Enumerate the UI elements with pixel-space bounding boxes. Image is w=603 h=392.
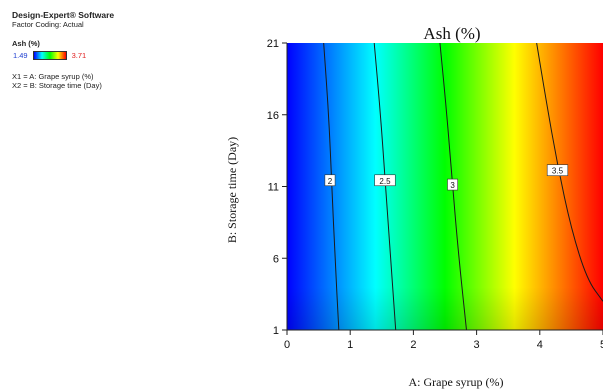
contour-label-box (447, 178, 458, 191)
y-tick-label: 21 (267, 38, 279, 50)
x-tick-label: 3 (474, 339, 480, 351)
legend-max-value: 3.71 (71, 51, 87, 60)
legend-min-value: 1.49 (13, 51, 28, 60)
legend-color-bar (32, 51, 67, 60)
y-tick-label: 16 (267, 110, 279, 122)
factor-x1: X1 = A: Grape syrup (%) (12, 72, 94, 81)
response-name: Ash (%) (12, 39, 40, 48)
contour-label-box (324, 174, 336, 187)
contour-label-box (374, 174, 396, 187)
contour-label: 3.5 (552, 167, 564, 176)
color-legend: 1.49 3.71 (12, 51, 114, 60)
axes: 16111621012345 (267, 38, 603, 351)
software-title: Design-Expert® Software (12, 10, 115, 20)
x-axis-label: A: Grape syrup (%) (409, 375, 504, 389)
y-axis-label: B: Storage time (Day) (225, 137, 239, 243)
contour-labels: 2 2.5 3 3.5 (324, 164, 569, 191)
factor-x2: X2 = B: Storage time (Day) (12, 81, 102, 90)
contour-label-box (546, 164, 569, 177)
contour-label: 2 (328, 177, 333, 186)
y-tick-label: 1 (273, 325, 279, 337)
contour-line (439, 43, 467, 330)
contour-label: 3 (450, 181, 455, 190)
x-tick-label: 2 (410, 339, 416, 351)
plot-shading (287, 43, 603, 330)
contour-line (373, 43, 397, 330)
x-tick-label: 4 (537, 339, 543, 351)
y-tick-label: 6 (273, 253, 279, 265)
y-tick-label: 11 (268, 182, 279, 194)
factor-coding: Factor Coding: Actual (12, 20, 84, 29)
contour-line (323, 43, 340, 330)
x-tick-label: 1 (347, 339, 353, 351)
factor-definitions: X1 = A: Grape syrup (%) X2 = B: Storage … (12, 72, 114, 90)
info-panel: Design-Expert® Software Factor Coding: A… (12, 10, 114, 90)
chart-title: Ash (%) (423, 24, 480, 43)
x-tick-label: 5 (600, 339, 603, 351)
contour-label: 2.5 (379, 177, 391, 186)
x-tick-label: 0 (284, 339, 290, 351)
